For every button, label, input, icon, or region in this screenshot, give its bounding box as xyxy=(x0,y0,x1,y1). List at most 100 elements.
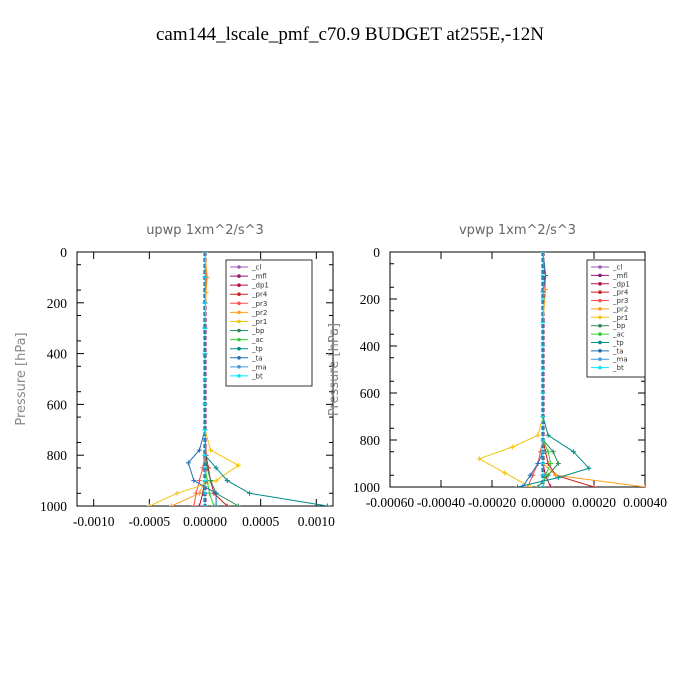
legend-marker xyxy=(237,374,241,378)
series-group xyxy=(476,252,645,487)
series-line-pr1 xyxy=(149,252,240,506)
data-point xyxy=(520,484,526,487)
data-point xyxy=(515,484,520,487)
data-point xyxy=(196,447,202,453)
data-point xyxy=(324,503,330,506)
legend-marker xyxy=(598,273,602,278)
legend: _cl_mfl_dp1_pr4_pr3_pr2_pr1_bp_ac_tp_ta_… xyxy=(225,259,313,387)
legend-label: _ma xyxy=(251,363,267,371)
data-point xyxy=(540,472,546,478)
legend: _cl_mfl_dp1_pr4_pr3_pr2_pr1_bp_ac_tp_ta_… xyxy=(586,259,646,378)
data-point xyxy=(540,273,546,278)
legend-marker xyxy=(237,355,241,360)
data-point xyxy=(202,300,208,306)
legend-marker xyxy=(598,332,602,336)
data-point xyxy=(169,503,175,506)
data-point xyxy=(213,490,219,496)
legend-label: _pr1 xyxy=(251,318,267,326)
data-point xyxy=(203,290,209,296)
data-point xyxy=(185,460,191,466)
data-point xyxy=(535,461,541,466)
data-point xyxy=(543,287,549,293)
legend-label: _ac xyxy=(612,331,625,339)
legend-marker xyxy=(237,328,241,333)
legend-marker xyxy=(598,323,602,328)
data-point xyxy=(202,452,208,458)
y-axis-label: Pressure [hPa] xyxy=(327,323,342,416)
x-tick-label: 0.00020 xyxy=(572,495,616,510)
legend-label: _bp xyxy=(612,322,626,330)
data-point xyxy=(476,456,482,462)
legend-label: _mfl xyxy=(612,272,628,280)
x-tick-label: 0.00000 xyxy=(183,514,227,529)
vpwp-panel: vpwp 1xm^2/s^3 Pressure [hPa] 0 200 400 600 80… xyxy=(327,223,667,510)
legend-marker xyxy=(237,310,241,315)
x-tick-label: -0.00060 xyxy=(366,495,415,510)
legend-label: _bp xyxy=(251,327,265,335)
data-point xyxy=(213,503,219,506)
legend-box xyxy=(586,259,646,378)
legend-marker xyxy=(237,265,241,269)
legend-marker xyxy=(598,349,602,353)
legend-label: _ta xyxy=(251,354,263,362)
x-tick-label: -0.00040 xyxy=(417,495,466,510)
y-tick-label: 400 xyxy=(360,339,381,354)
legend-marker xyxy=(237,365,241,369)
y-tick-label: 1000 xyxy=(40,499,67,514)
data-point xyxy=(540,367,546,372)
x-tick-label: 0.00040 xyxy=(623,495,667,510)
data-point xyxy=(540,390,546,396)
legend-marker xyxy=(598,307,602,311)
data-point xyxy=(196,490,202,496)
data-point xyxy=(202,351,208,357)
legend-marker xyxy=(598,365,602,370)
data-point xyxy=(642,484,645,487)
legend-label: _cl xyxy=(251,264,261,272)
x-tick-label: -0.0010 xyxy=(73,514,115,529)
data-point xyxy=(202,401,208,407)
panel-title: vpwp 1xm^2/s^3 xyxy=(459,223,576,238)
data-point xyxy=(540,461,546,466)
x-tick-label: 0.0005 xyxy=(242,514,279,529)
y-tick-label: 200 xyxy=(360,292,381,307)
legend-label: _bt xyxy=(251,372,263,380)
data-point xyxy=(202,427,208,433)
data-point xyxy=(540,449,546,455)
data-point xyxy=(202,465,208,471)
data-point xyxy=(174,490,180,496)
legend-box xyxy=(225,259,313,387)
data-point xyxy=(571,449,577,455)
series-group xyxy=(146,252,330,506)
data-point xyxy=(146,503,152,506)
data-point xyxy=(235,462,241,468)
x-tick-label: 0.0010 xyxy=(298,514,335,529)
legend-label: _pr2 xyxy=(612,305,628,313)
data-point xyxy=(191,478,197,484)
data-point xyxy=(535,432,541,438)
data-point xyxy=(202,503,208,506)
legend-label: _ma xyxy=(612,356,628,364)
y-tick-label: 0 xyxy=(60,245,67,260)
data-point xyxy=(202,325,208,331)
legend-label: _ta xyxy=(612,347,624,355)
y-tick-label: 600 xyxy=(360,386,381,401)
legend-label: _cl xyxy=(612,264,622,272)
y-tick-label: 400 xyxy=(47,347,68,362)
data-point xyxy=(235,503,241,506)
data-point xyxy=(527,484,533,487)
data-point xyxy=(586,465,592,471)
data-point xyxy=(502,470,508,476)
y-tick-label: 0 xyxy=(373,245,380,260)
data-point xyxy=(540,484,546,487)
x-tick-label: -0.00020 xyxy=(468,495,517,510)
legend-marker xyxy=(598,265,602,269)
data-point xyxy=(196,478,202,484)
data-point xyxy=(224,478,230,484)
data-point xyxy=(202,478,208,484)
legend-label: _pr4 xyxy=(251,291,268,299)
data-point xyxy=(202,376,208,382)
data-point xyxy=(540,343,546,349)
data-point xyxy=(202,490,208,496)
legend-label: _ac xyxy=(251,336,264,344)
